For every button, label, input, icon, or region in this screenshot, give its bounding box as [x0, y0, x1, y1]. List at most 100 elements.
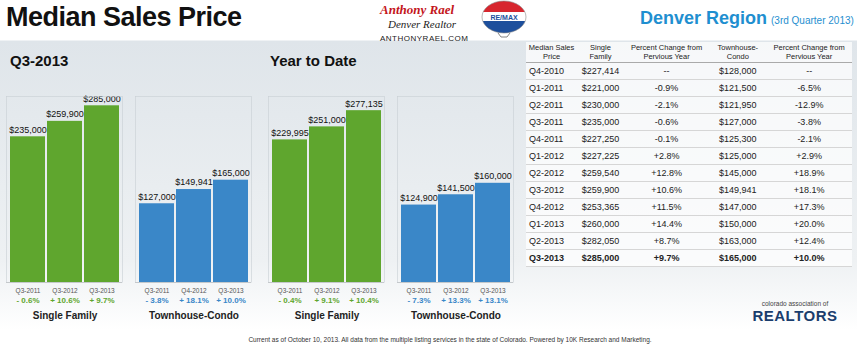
svg-text:Q3-2012: Q3-2012	[314, 287, 340, 295]
html-text:-2.1%: -2.1%	[654, 100, 679, 110]
html-text:-6.5%: -6.5%	[797, 83, 821, 93]
html-text:Q1-2013: Q1-2013	[529, 219, 564, 229]
html-text:Q4-2010: Q4-2010	[529, 66, 564, 76]
html-text:Median Sales Price: Median Sales Price	[528, 43, 575, 61]
svg-text:$149,941: $149,941	[175, 177, 213, 187]
svg-text:$141,500: $141,500	[437, 183, 475, 193]
html-text:+18.9%: +18.9%	[793, 168, 825, 178]
html-text:+2.9%: +2.9%	[796, 151, 822, 161]
html-text:-12.9%: -12.9%	[794, 100, 824, 110]
svg-text:- 0.4%: - 0.4%	[278, 296, 301, 305]
html-text:$259,540: $259,540	[581, 168, 620, 178]
html-text:Q1-2011: Q1-2011	[529, 83, 564, 93]
html-text:Townhouse-Condo: Townhouse-Condo	[717, 43, 759, 61]
svg-text:+ 9.7%: + 9.7%	[89, 296, 114, 305]
html-text:$147,000: $147,000	[719, 202, 757, 212]
svg-text:+ 10.6%: + 10.6%	[50, 296, 80, 305]
svg-text:Q3-2012: Q3-2012	[52, 287, 78, 295]
html-text:$149,941: $149,941	[719, 185, 757, 195]
html-text:Q3-2012: Q3-2012	[529, 185, 564, 195]
svg-text:+ 10.0%: + 10.0%	[216, 296, 246, 305]
html-text:$235,000: $235,000	[581, 117, 620, 127]
html-text:Denver Region (3rd Quarter 201: Denver Region (3rd Quarter 2013)	[640, 8, 854, 28]
html-text:Q1-2012: Q1-2012	[529, 151, 564, 161]
svg-text:Q3-2012: Q3-2012	[443, 287, 469, 295]
svg-text:Q3-2013: Q3-2013	[351, 287, 377, 295]
html-text:$125,300: $125,300	[719, 134, 757, 144]
svg-text:Q3-2013: Q3-2013	[480, 287, 506, 295]
html-text:$121,950: $121,950	[719, 100, 757, 110]
html-text:Q4-2012: Q4-2012	[529, 202, 564, 212]
html-text:Q2-2012: Q2-2012	[529, 168, 564, 178]
svg-text:+ 18.1%: + 18.1%	[179, 296, 209, 305]
html-text:-2.1%: -2.1%	[797, 134, 821, 144]
html-text:Anthony Rael: Anthony Rael	[380, 2, 454, 17]
html-text:-0.6%: -0.6%	[654, 117, 679, 127]
svg-text:Single Family: Single Family	[295, 310, 360, 321]
svg-text:$160,000: $160,000	[474, 171, 512, 181]
svg-text:$277,135: $277,135	[345, 99, 383, 109]
svg-text:Q3-2011: Q3-2011	[407, 287, 432, 295]
svg-text:RE/MAX: RE/MAX	[490, 14, 518, 21]
html-text:Year to Date: Year to Date	[270, 52, 357, 69]
svg-text:$229,995: $229,995	[271, 128, 309, 138]
html-text:-0.1%: -0.1%	[654, 134, 679, 144]
html-text:+18.1%: +18.1%	[793, 185, 825, 195]
svg-text:$285,000: $285,000	[83, 94, 121, 104]
html-text:$230,000: $230,000	[581, 100, 620, 110]
html-text:$121,500: $121,500	[719, 83, 757, 93]
svg-text:$259,900: $259,900	[46, 109, 84, 119]
html-text:REALTORS: REALTORS	[752, 307, 838, 324]
html-text:Q3-2013: Q3-2013	[10, 52, 69, 69]
html-text:+10.6%: +10.6%	[651, 185, 682, 195]
svg-text:+ 13.1%: + 13.1%	[478, 296, 508, 305]
html-text:$227,250: $227,250	[581, 134, 620, 144]
svg-text:Q3-2011: Q3-2011	[278, 287, 303, 295]
svg-text:$124,900: $124,900	[400, 193, 438, 203]
html-text:+12.8%: +12.8%	[651, 168, 682, 178]
svg-text:Q3-2011: Q3-2011	[145, 287, 170, 295]
html-text:$221,000: $221,000	[581, 83, 620, 93]
html-text:$259,900: $259,900	[581, 185, 620, 195]
svg-text:+ 9.1%: + 9.1%	[314, 296, 339, 305]
html-text:$150,000: $150,000	[719, 219, 757, 229]
html-text:$227,225: $227,225	[581, 151, 620, 161]
html-text:Q2-2011: Q2-2011	[529, 100, 564, 110]
svg-text:$127,000: $127,000	[138, 192, 176, 202]
svg-text:Q4-2012: Q4-2012	[181, 287, 207, 295]
svg-text:Townhouse-Condo: Townhouse-Condo	[149, 310, 239, 321]
svg-text:Townhouse-Condo: Townhouse-Condo	[411, 310, 501, 321]
svg-text:$165,000: $165,000	[212, 168, 250, 178]
svg-text:$235,000: $235,000	[9, 125, 47, 135]
html-text:Single Family: Single Family	[589, 43, 612, 61]
svg-text:Q3-2013: Q3-2013	[89, 287, 115, 295]
html-text:$260,000: $260,000	[581, 219, 620, 229]
html-text:+17.3%: +17.3%	[793, 202, 825, 212]
html-text:Q3-2011: Q3-2011	[529, 117, 564, 127]
html-text:-3.8%: -3.8%	[797, 117, 821, 127]
html-text:Denver Realtor: Denver Realtor	[388, 18, 457, 30]
svg-text:Q3-2013: Q3-2013	[218, 287, 244, 295]
html-text:Q4-2011: Q4-2011	[529, 134, 564, 144]
html-text:+2.8%: +2.8%	[653, 151, 680, 161]
html-text:$125,000: $125,000	[719, 151, 757, 161]
svg-text:- 3.8%: - 3.8%	[145, 296, 168, 305]
html-text:Median Sales Price: Median Sales Price	[6, 2, 242, 32]
svg-text:$251,000: $251,000	[308, 115, 346, 125]
html-text:Percent Change from Pervious Y: Percent Change from Pervious Year	[630, 43, 703, 61]
svg-text:+ 13.3%: + 13.3%	[441, 296, 471, 305]
svg-text:Q3-2011: Q3-2011	[16, 287, 41, 295]
svg-text:- 7.3%: - 7.3%	[407, 296, 430, 305]
svg-text:+ 10.4%: + 10.4%	[349, 296, 379, 305]
html-text:-0.9%: -0.9%	[654, 83, 679, 93]
html-text:+14.4%: +14.4%	[651, 219, 682, 229]
html-text:$145,000: $145,000	[719, 168, 757, 178]
html-text:$253,365: $253,365	[581, 202, 620, 212]
svg-text:- 0.6%: - 0.6%	[16, 296, 39, 305]
html-text:$127,000: $127,000	[719, 117, 757, 127]
html-text:$128,000: $128,000	[719, 66, 757, 76]
svg-text:Single Family: Single Family	[33, 310, 98, 321]
html-text:Percent Change from Pervious Y: Percent Change from Pervious Year	[773, 43, 845, 61]
html-text:+11.5%: +11.5%	[651, 202, 682, 212]
html-text:$227,414: $227,414	[581, 66, 620, 76]
